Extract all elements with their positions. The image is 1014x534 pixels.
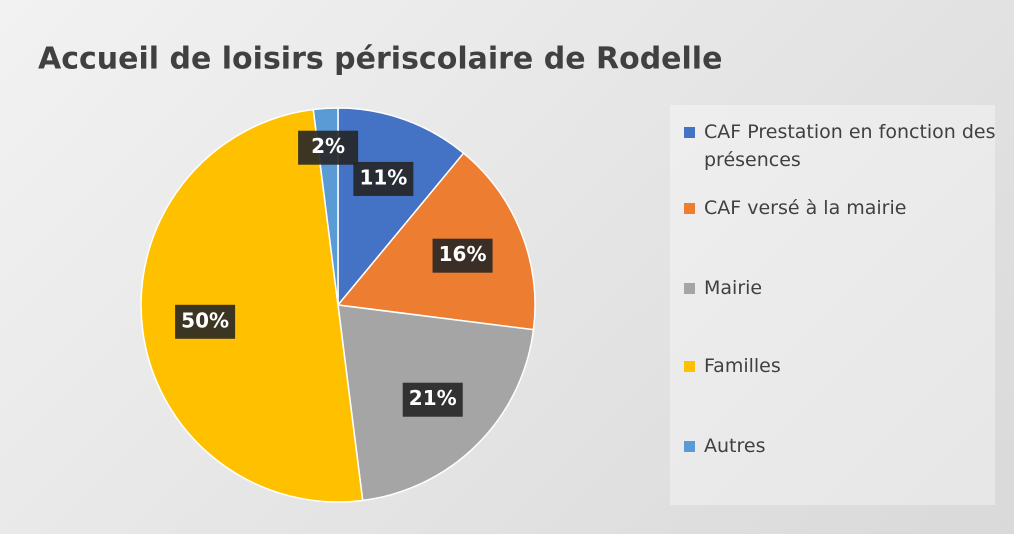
data-label-box (402, 382, 463, 417)
legend-label: Mairie (704, 277, 763, 299)
legend-label: CAF versé à la mairie (704, 197, 907, 219)
legend-item: CAF Prestation en fonction des présences (684, 118, 1009, 174)
legend-swatch (684, 441, 695, 452)
data-label: 50% (181, 308, 229, 332)
legend-label: Familles (704, 355, 781, 377)
legend-swatch (684, 203, 695, 214)
legend-item: Familles (684, 352, 1009, 380)
legend-label: CAF Prestation en fonction des présences (704, 121, 996, 171)
data-label-box (175, 304, 236, 339)
legend: CAF Prestation en fonction des présences… (670, 105, 996, 505)
legend-label: Autres (704, 435, 766, 457)
data-label-box (353, 161, 414, 196)
data-label: 16% (439, 242, 487, 266)
legend-item: Mairie (684, 274, 1009, 302)
pie-slice (140, 108, 364, 503)
data-label-box (298, 130, 359, 165)
data-label-box (432, 238, 493, 273)
data-label: 2% (311, 134, 345, 158)
data-label: 21% (409, 386, 457, 410)
legend-swatch (684, 283, 695, 294)
legend-swatch (684, 361, 695, 372)
legend-swatch (684, 127, 695, 138)
pie-slice (337, 107, 465, 308)
data-label: 11% (359, 165, 407, 189)
legend-item: CAF versé à la mairie (684, 194, 1009, 222)
chart-title: Accueil de loisirs périscolaire de Rodel… (38, 42, 722, 77)
legend-item: Autres (684, 432, 1009, 460)
